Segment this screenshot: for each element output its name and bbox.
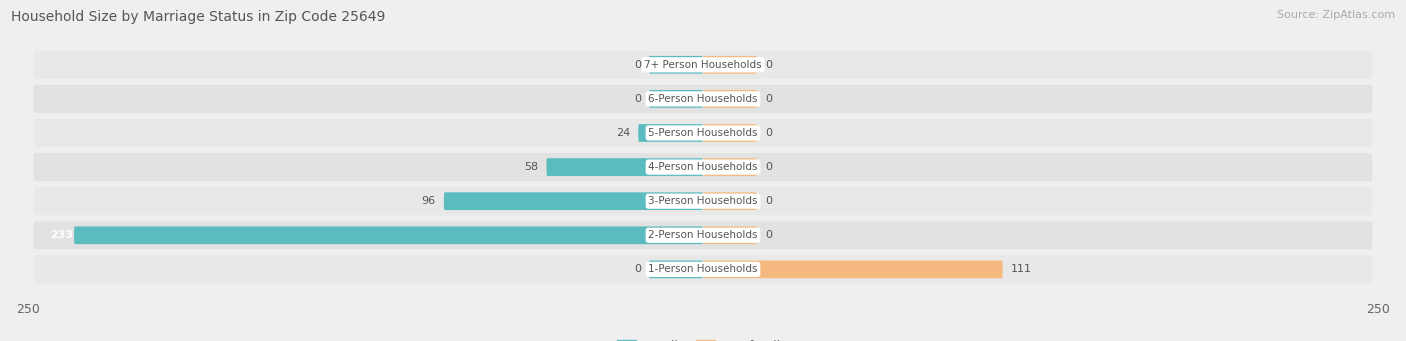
FancyBboxPatch shape xyxy=(650,261,703,278)
Text: 0: 0 xyxy=(765,230,772,240)
FancyBboxPatch shape xyxy=(547,158,703,176)
FancyBboxPatch shape xyxy=(34,153,1372,181)
FancyBboxPatch shape xyxy=(638,124,703,142)
Text: Household Size by Marriage Status in Zip Code 25649: Household Size by Marriage Status in Zip… xyxy=(11,10,385,24)
Text: 58: 58 xyxy=(524,162,538,172)
FancyBboxPatch shape xyxy=(703,192,756,210)
Text: 0: 0 xyxy=(765,196,772,206)
Text: 0: 0 xyxy=(765,60,772,70)
FancyBboxPatch shape xyxy=(703,158,756,176)
FancyBboxPatch shape xyxy=(703,56,756,74)
Text: 111: 111 xyxy=(1011,264,1032,275)
Text: 1-Person Households: 1-Person Households xyxy=(648,264,758,275)
FancyBboxPatch shape xyxy=(34,187,1372,215)
Text: 0: 0 xyxy=(634,60,641,70)
Text: Source: ZipAtlas.com: Source: ZipAtlas.com xyxy=(1277,10,1395,20)
Text: 5-Person Households: 5-Person Households xyxy=(648,128,758,138)
Text: 7+ Person Households: 7+ Person Households xyxy=(644,60,762,70)
Text: 4-Person Households: 4-Person Households xyxy=(648,162,758,172)
FancyBboxPatch shape xyxy=(703,226,756,244)
Text: 0: 0 xyxy=(765,128,772,138)
FancyBboxPatch shape xyxy=(34,85,1372,113)
FancyBboxPatch shape xyxy=(75,226,703,244)
FancyBboxPatch shape xyxy=(703,90,756,108)
Text: 0: 0 xyxy=(634,264,641,275)
FancyBboxPatch shape xyxy=(703,261,1002,278)
FancyBboxPatch shape xyxy=(34,255,1372,283)
Text: 96: 96 xyxy=(422,196,436,206)
Legend: Family, Nonfamily: Family, Nonfamily xyxy=(612,335,794,341)
FancyBboxPatch shape xyxy=(650,90,703,108)
Text: 6-Person Households: 6-Person Households xyxy=(648,94,758,104)
FancyBboxPatch shape xyxy=(444,192,703,210)
FancyBboxPatch shape xyxy=(34,119,1372,147)
Text: 0: 0 xyxy=(634,94,641,104)
FancyBboxPatch shape xyxy=(34,221,1372,249)
Text: 24: 24 xyxy=(616,128,630,138)
Text: 0: 0 xyxy=(765,162,772,172)
FancyBboxPatch shape xyxy=(34,51,1372,79)
FancyBboxPatch shape xyxy=(703,124,756,142)
FancyBboxPatch shape xyxy=(650,56,703,74)
Text: 3-Person Households: 3-Person Households xyxy=(648,196,758,206)
Text: 0: 0 xyxy=(765,94,772,104)
Text: 2-Person Households: 2-Person Households xyxy=(648,230,758,240)
Text: 233: 233 xyxy=(49,230,73,240)
